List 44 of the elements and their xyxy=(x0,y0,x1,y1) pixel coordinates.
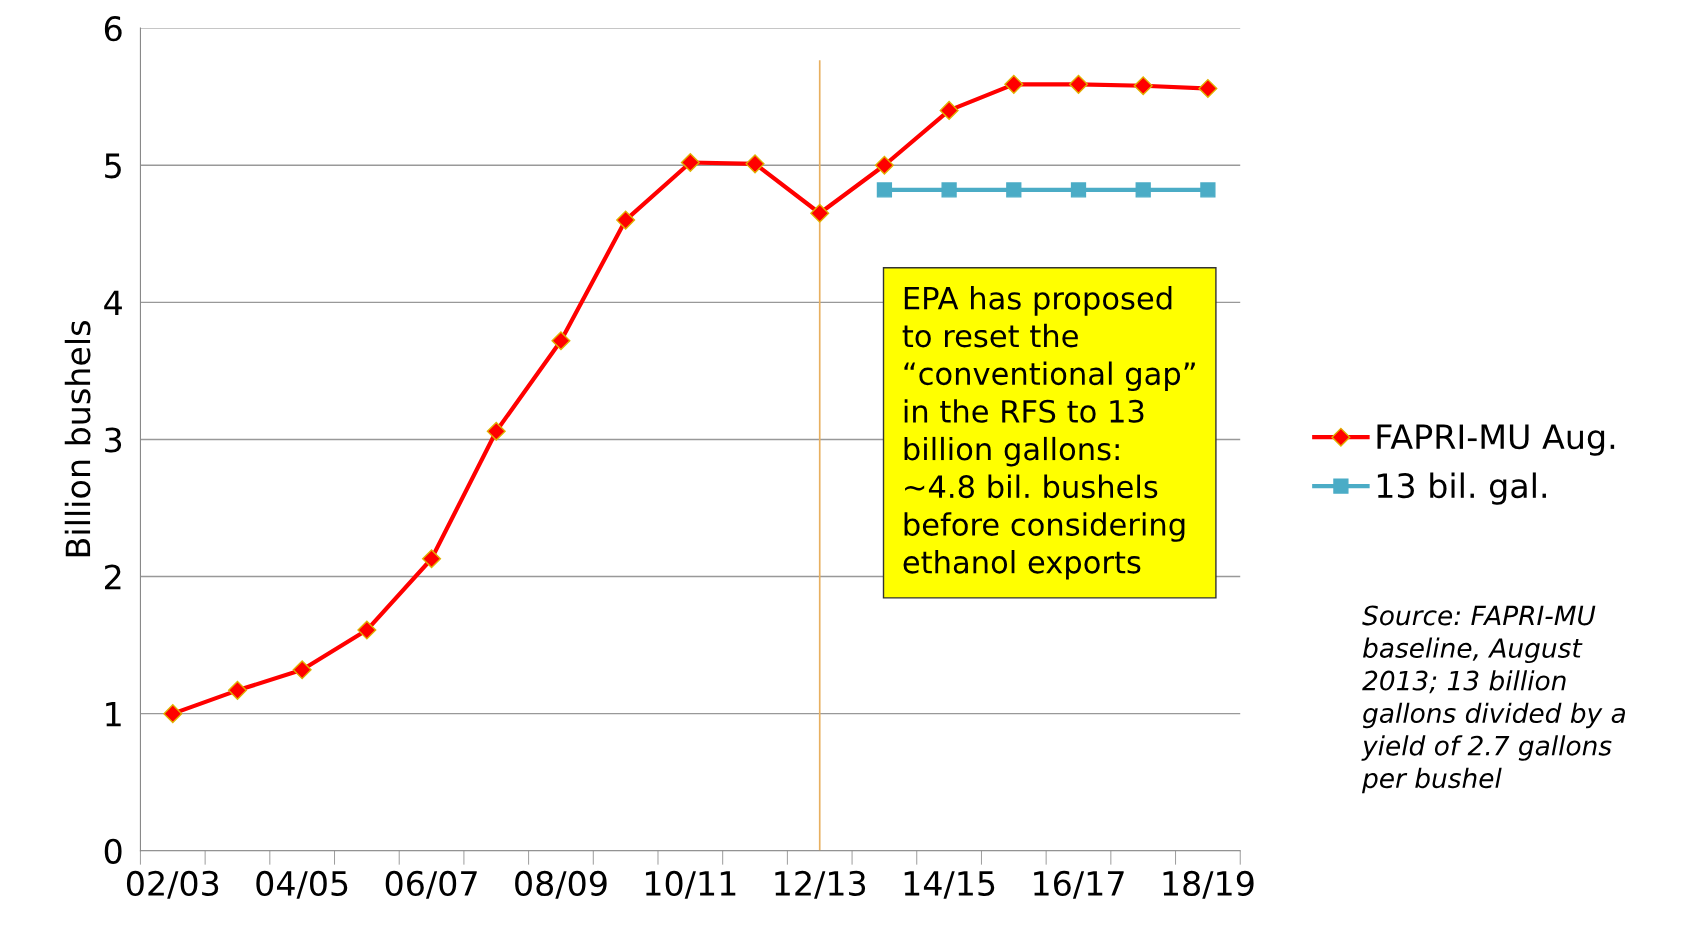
x-tick-label: 10/11 xyxy=(645,870,736,899)
x-tick-label: 08/09 xyxy=(515,870,607,899)
legend-label: 13 bil. gal. xyxy=(1377,472,1546,505)
y-tick-label: 1 xyxy=(106,702,121,727)
point xyxy=(1198,78,1218,98)
point xyxy=(1004,74,1024,94)
y-tick-label: 5 xyxy=(105,153,121,179)
x-tick-label: 04/05 xyxy=(256,870,348,899)
x-tick-label: 06/07 xyxy=(385,870,477,899)
y-axis-title: Billion bushels xyxy=(64,321,91,557)
point xyxy=(1006,182,1022,198)
point xyxy=(745,154,765,174)
point xyxy=(1070,182,1087,198)
point xyxy=(616,210,636,230)
point xyxy=(941,182,957,198)
point xyxy=(1135,182,1151,198)
point xyxy=(292,660,312,680)
x-tick-label: 16/17 xyxy=(1034,870,1124,899)
point xyxy=(874,155,894,175)
source-note: Source: FAPRI-MU baseline, August 2013; 13 billion gallons divided by a yield of 2.7 gallons per bushel xyxy=(1361,605,1625,794)
point xyxy=(163,704,183,724)
x-tick-label: 18/19 xyxy=(1163,870,1254,899)
point xyxy=(876,182,893,198)
x-tick-label: 12/13 xyxy=(775,870,866,899)
y-tick-label: 6 xyxy=(104,16,122,42)
point xyxy=(486,421,506,441)
legend-label: FAPRI-MU Aug. xyxy=(1377,424,1615,456)
y-tick-label: 3 xyxy=(105,427,122,453)
point xyxy=(1200,182,1216,198)
point xyxy=(357,620,377,640)
point xyxy=(1133,76,1153,96)
x-tick-label: 14/15 xyxy=(904,871,995,899)
point xyxy=(227,680,248,700)
point xyxy=(680,152,700,173)
point xyxy=(551,331,571,351)
y-tick-label: 2 xyxy=(105,564,121,590)
point xyxy=(810,203,830,223)
point xyxy=(939,100,959,120)
y-tick-label: 0 xyxy=(104,838,122,864)
point xyxy=(422,549,442,569)
x-tick-label: 02/03 xyxy=(126,870,219,899)
y-tick-label: 4 xyxy=(104,290,122,316)
point xyxy=(1068,74,1089,94)
annotation: EPA has proposed to reset the “conventional gap” in the RFS to 13 billion gallons: ~4.8 bil. bushels before considering ethanol exports xyxy=(902,286,1195,580)
